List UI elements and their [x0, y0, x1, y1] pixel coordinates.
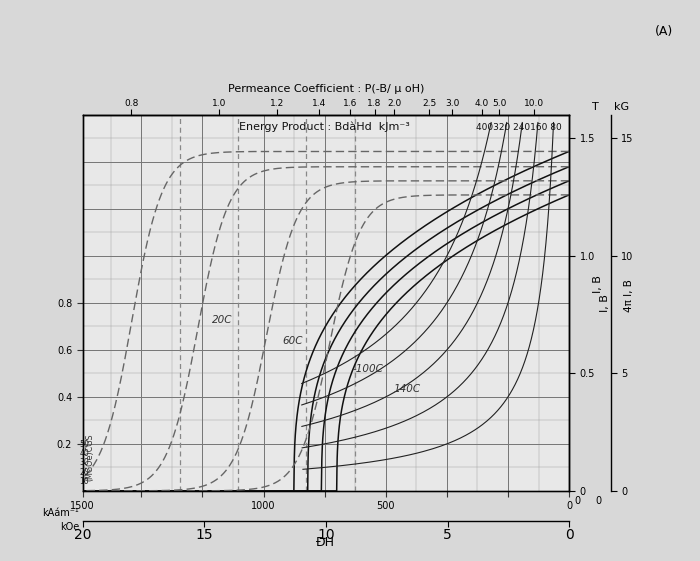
Text: kG: kG: [614, 102, 629, 112]
Text: 10: 10: [80, 477, 89, 486]
Y-axis label: I, B: I, B: [601, 294, 610, 312]
Text: Energy Product : BdàHd  kJm⁻³: Energy Product : BdàHd kJm⁻³: [239, 122, 410, 132]
Text: 0: 0: [574, 496, 580, 506]
Text: 140C: 140C: [393, 384, 421, 394]
Text: -100C: -100C: [352, 364, 383, 374]
Text: 20: 20: [80, 468, 89, 477]
X-axis label: Permeance Coefficient : P(-B/ μ oH): Permeance Coefficient : P(-B/ μ oH): [228, 84, 424, 94]
Text: 0: 0: [596, 496, 601, 506]
Text: 20C: 20C: [211, 315, 232, 325]
Text: ÐH: ÐH: [316, 536, 335, 549]
Text: (A): (A): [654, 25, 673, 38]
Text: T: T: [592, 102, 598, 112]
Text: 50: 50: [80, 440, 90, 449]
Text: 4π I, B: 4π I, B: [624, 279, 634, 312]
Text: 400320 240160 80: 400320 240160 80: [476, 123, 561, 132]
Text: 40: 40: [80, 449, 90, 458]
Text: 60C: 60C: [282, 336, 302, 346]
Text: (MGOe)CGS: (MGOe)CGS: [85, 433, 94, 481]
Text: kAám⁻¹: kAám⁻¹: [42, 508, 79, 518]
Text: 30: 30: [80, 458, 90, 467]
Text: kOe: kOe: [60, 522, 79, 532]
Text: I, B: I, B: [594, 275, 603, 293]
